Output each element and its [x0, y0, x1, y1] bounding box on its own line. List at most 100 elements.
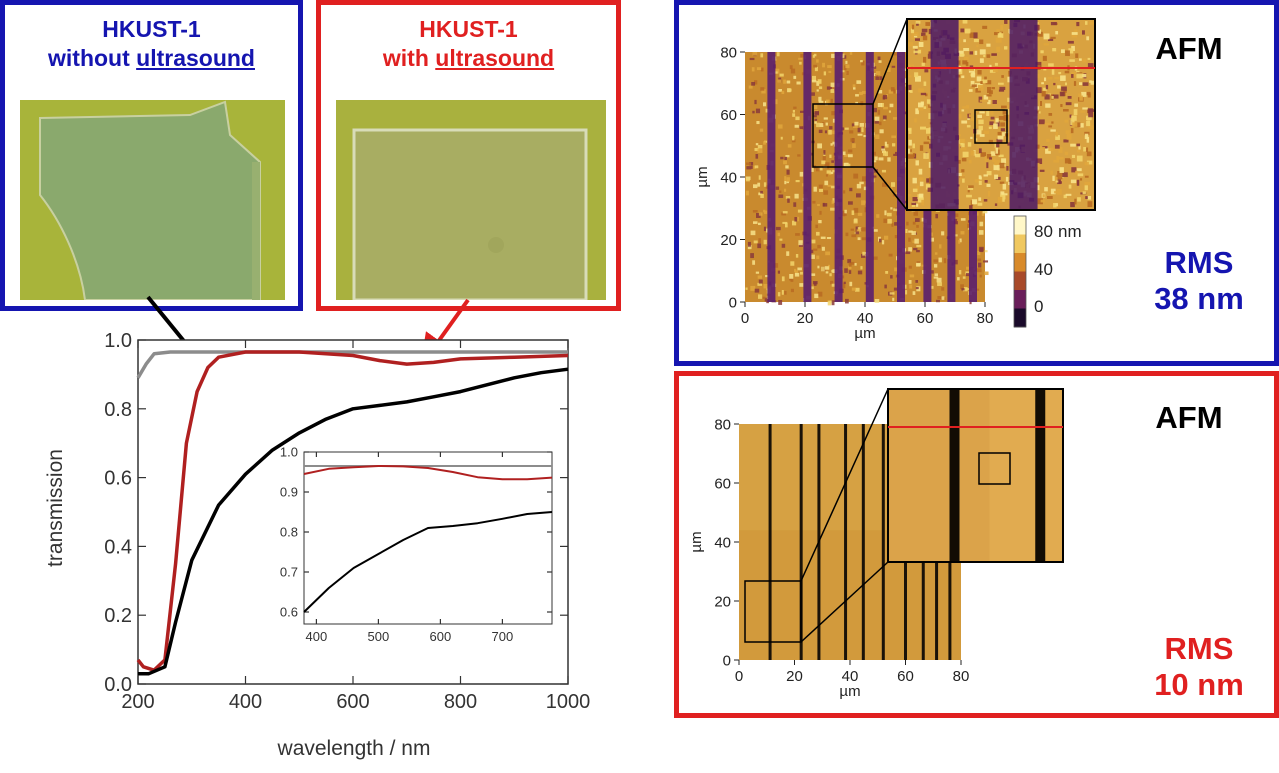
afm-grain [792, 220, 797, 226]
afm-grain [795, 180, 800, 183]
zoom-grain [1041, 91, 1046, 97]
afm-grain [810, 286, 814, 290]
afm-grain [908, 237, 911, 242]
zoom-grain [1082, 82, 1089, 86]
afm-grain [779, 238, 783, 241]
afm-grain [882, 151, 886, 156]
zoom-grain [1073, 109, 1078, 116]
afm-grain [817, 204, 820, 207]
zoom-grain [925, 22, 931, 26]
zoom-grain [908, 139, 912, 146]
zoom-grain [1047, 76, 1053, 80]
afm-grain [909, 274, 915, 278]
zoom-grain [1000, 24, 1004, 31]
afm-stripe [865, 52, 874, 302]
zoom-grain [1002, 193, 1008, 196]
zoom-grain [999, 86, 1006, 91]
afm-grain [852, 84, 856, 88]
zoom-grain [1061, 49, 1065, 54]
afm-grain [936, 299, 941, 303]
zoom-grain [1076, 70, 1080, 73]
zoom-grain [920, 101, 924, 106]
zoom-grain [974, 179, 980, 183]
afm-grain [878, 157, 884, 161]
zoom-grain [993, 164, 998, 171]
afm-grain [787, 88, 792, 92]
afm-grain [817, 79, 822, 84]
y-tick-label: 0 [729, 294, 737, 311]
zoom-grain [989, 64, 992, 68]
zoom-grain [1084, 181, 1091, 186]
afm-grain [915, 218, 920, 222]
sample-title-prefix: with [382, 45, 436, 71]
zoom-grain [969, 205, 973, 209]
afm-trench [844, 424, 848, 660]
afm-grain [879, 238, 882, 243]
zoom-grain [1064, 151, 1069, 156]
zoom-grain [994, 142, 998, 149]
zoom-grain [976, 76, 982, 82]
zoom-grain [998, 82, 1004, 85]
afm-grain [827, 184, 832, 187]
x-tick-label: 800 [444, 691, 477, 713]
afm-grain [750, 285, 756, 291]
zoom-grain [957, 113, 962, 119]
zoom-grain [911, 24, 915, 30]
zoom-grain [964, 28, 971, 34]
zoom-grain [921, 199, 925, 206]
afm-grain [860, 266, 863, 270]
x-tick-label: 80 [953, 668, 970, 685]
afm-grain [886, 212, 892, 217]
afm-grain [894, 267, 899, 272]
zoom-grain [1074, 122, 1081, 128]
afm-grain [983, 260, 989, 263]
afm-grain [756, 67, 762, 71]
afm-grain [818, 220, 822, 224]
x-tick-label: 40 [842, 668, 859, 685]
afm-grain [763, 182, 767, 187]
zoom-grain [1060, 104, 1063, 108]
zoom-grain [1038, 111, 1041, 114]
zoom-grain [909, 90, 913, 93]
afm-grain [825, 251, 831, 256]
afm-grain [756, 121, 760, 125]
afm-grain [861, 253, 866, 258]
colorbar-frame [1013, 215, 1027, 328]
afm-grain [757, 182, 761, 187]
zoom-grain [1053, 82, 1056, 86]
afm-grain [851, 210, 855, 216]
zoom-grain [912, 177, 917, 184]
afm-grain [955, 213, 959, 217]
afm-grain [831, 111, 836, 116]
zoom-grain [1059, 91, 1065, 97]
x-tick-label: 60 [897, 668, 914, 685]
afm-grain [845, 163, 851, 168]
zoom-grain [990, 116, 995, 120]
afm-grain [817, 143, 823, 149]
afm-grain [800, 271, 803, 275]
afm-label-top: AFM [1155, 31, 1223, 66]
afm-grain [777, 124, 783, 129]
afm-grain [819, 188, 823, 192]
afm-grain [784, 180, 787, 185]
zoom-grain [1001, 158, 1007, 164]
afm-grain [817, 244, 821, 249]
afm-grain [818, 96, 822, 102]
zoom-grain [1006, 166, 1009, 171]
afm-grain [856, 229, 860, 233]
colorbar-segment [1014, 290, 1026, 309]
zoom-frame [887, 388, 1064, 563]
colorbar-segment [1014, 234, 1026, 254]
afm-axes: 0 20 40 60 80 0 20 40 60 80 µm µm [694, 44, 993, 342]
zoom-grain [1041, 82, 1044, 85]
afm-trench [881, 424, 885, 660]
zoom-grain [919, 181, 924, 187]
afm-grain [830, 207, 836, 211]
afm-grain [794, 268, 797, 273]
afm-grain [790, 261, 795, 266]
afm-grain [752, 210, 758, 213]
afm-grain [859, 123, 864, 127]
afm-grain [763, 210, 768, 214]
afm-grain [884, 235, 889, 240]
afm-grain [763, 239, 767, 245]
